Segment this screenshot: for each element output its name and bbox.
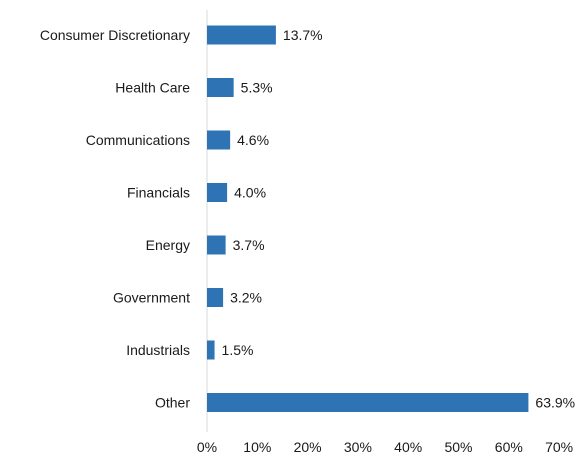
bar xyxy=(207,393,529,412)
category-label: Communications xyxy=(86,132,190,148)
data-label: 5.3% xyxy=(241,80,273,96)
x-tick-label: 70% xyxy=(545,439,573,455)
data-label: 4.0% xyxy=(234,185,266,201)
category-label: Health Care xyxy=(115,80,190,96)
x-tick-label: 40% xyxy=(394,439,422,455)
data-label: 3.7% xyxy=(233,237,265,253)
bar xyxy=(207,235,226,255)
category-label: Consumer Discretionary xyxy=(40,27,190,43)
bar xyxy=(207,288,224,307)
x-tick-label: 10% xyxy=(243,439,271,455)
data-label: 3.2% xyxy=(230,290,262,306)
data-label: 4.6% xyxy=(237,132,269,148)
data-label: 1.5% xyxy=(222,342,254,358)
bar xyxy=(207,130,231,150)
category-label: Other xyxy=(155,395,190,411)
x-tick-label: 0% xyxy=(197,439,217,455)
category-label: Energy xyxy=(146,237,190,253)
x-tick-label: 20% xyxy=(294,439,322,455)
category-label: Industrials xyxy=(126,342,190,358)
bar xyxy=(207,340,215,360)
bar xyxy=(207,183,228,202)
x-tick-label: 60% xyxy=(495,439,523,455)
category-label: Government xyxy=(113,290,190,306)
x-tick-label: 50% xyxy=(444,439,472,455)
x-tick-label: 30% xyxy=(344,439,372,455)
data-label: 63.9% xyxy=(535,395,575,411)
category-label: Financials xyxy=(127,185,190,201)
bar xyxy=(207,25,276,45)
bar xyxy=(207,78,234,97)
data-label: 13.7% xyxy=(283,27,323,43)
